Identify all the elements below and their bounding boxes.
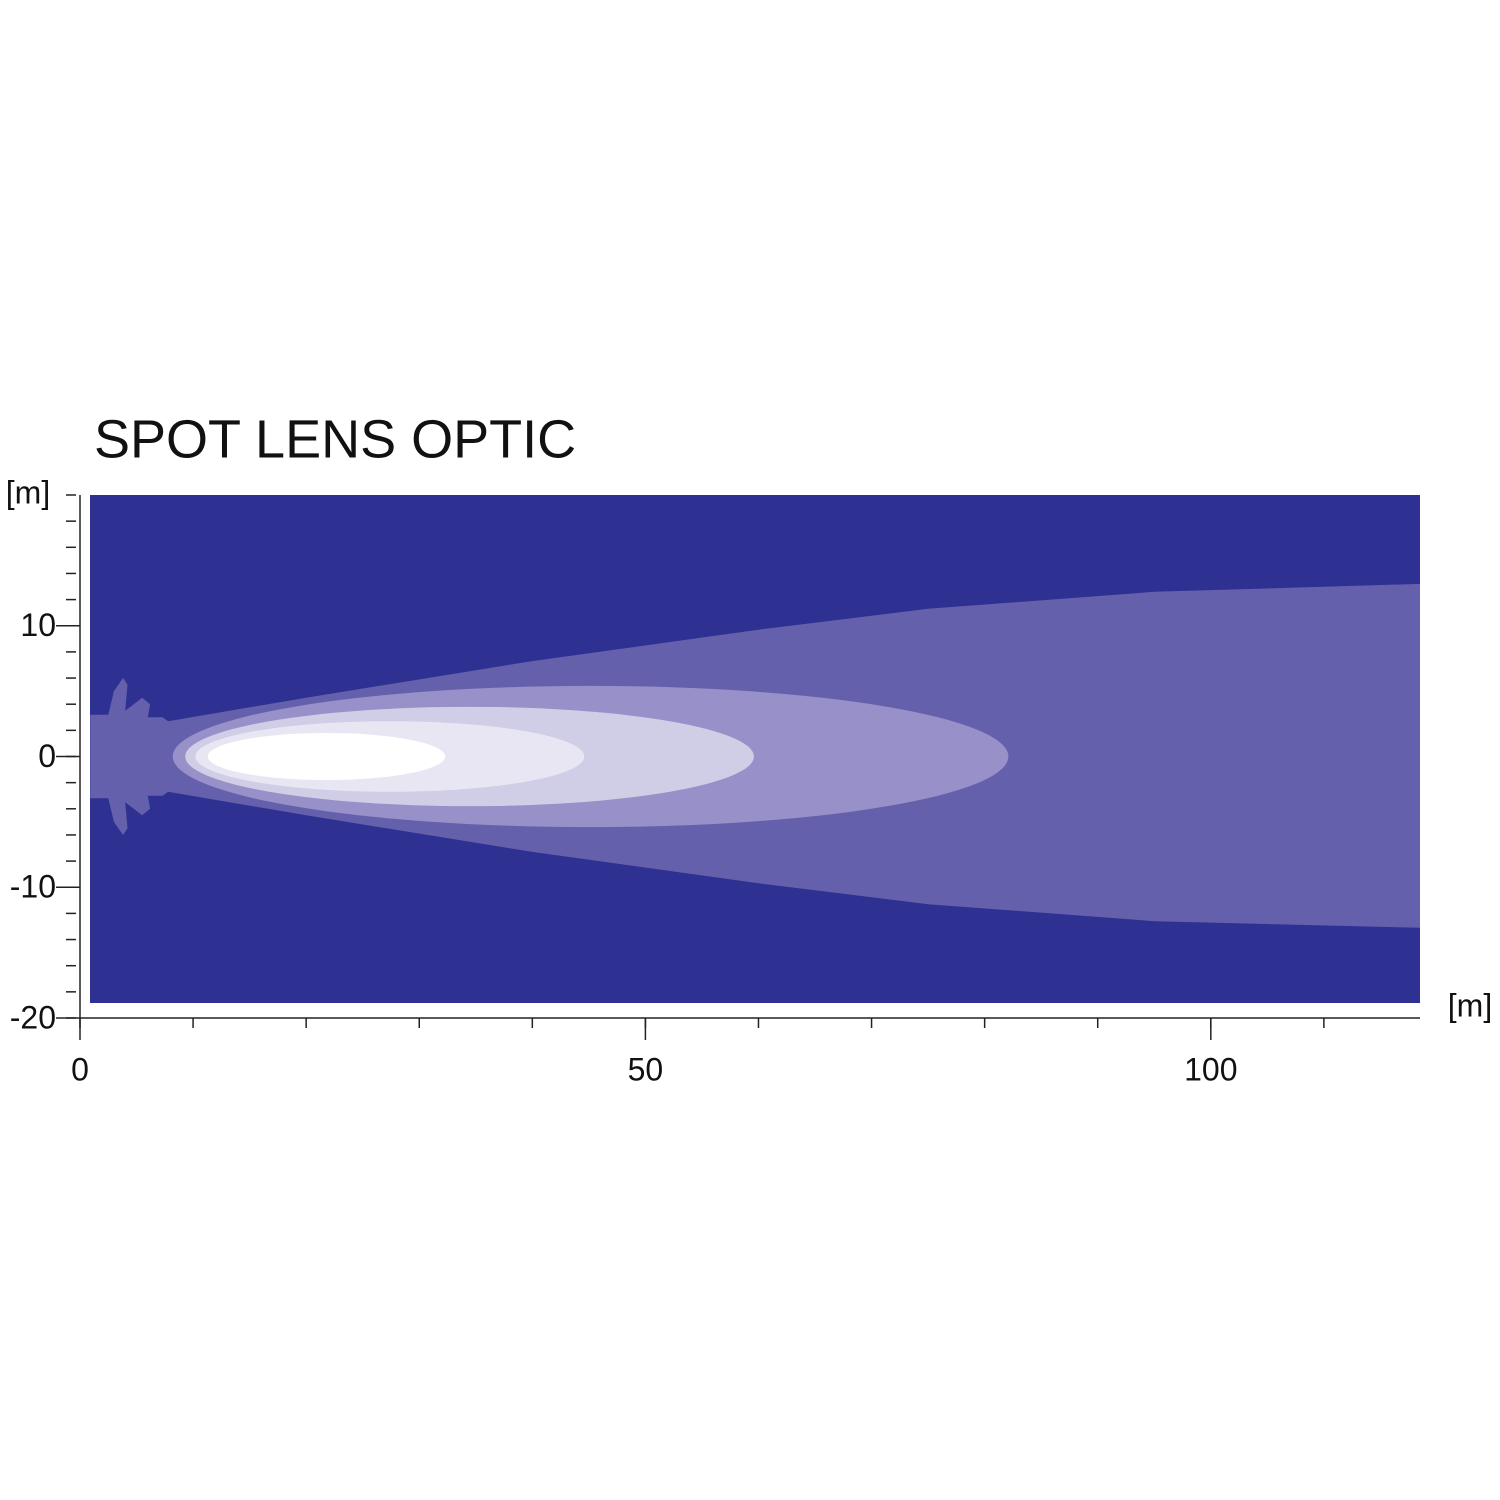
y-tick-label: -10 (10, 869, 56, 905)
y-tick-label: -20 (10, 999, 56, 1035)
lux-contour (207, 732, 446, 781)
x-tick-label: 50 (628, 1051, 664, 1087)
x-axis-label: [m] (1448, 987, 1492, 1023)
chart-title: SPOT LENS OPTIC (94, 409, 576, 469)
x-tick-label: 100 (1184, 1051, 1237, 1087)
x-tick-label: 0 (71, 1051, 89, 1087)
y-axis-label: [m] (6, 474, 50, 510)
y-tick-label: 10 (20, 607, 56, 643)
y-tick-label: 0 (38, 738, 56, 774)
